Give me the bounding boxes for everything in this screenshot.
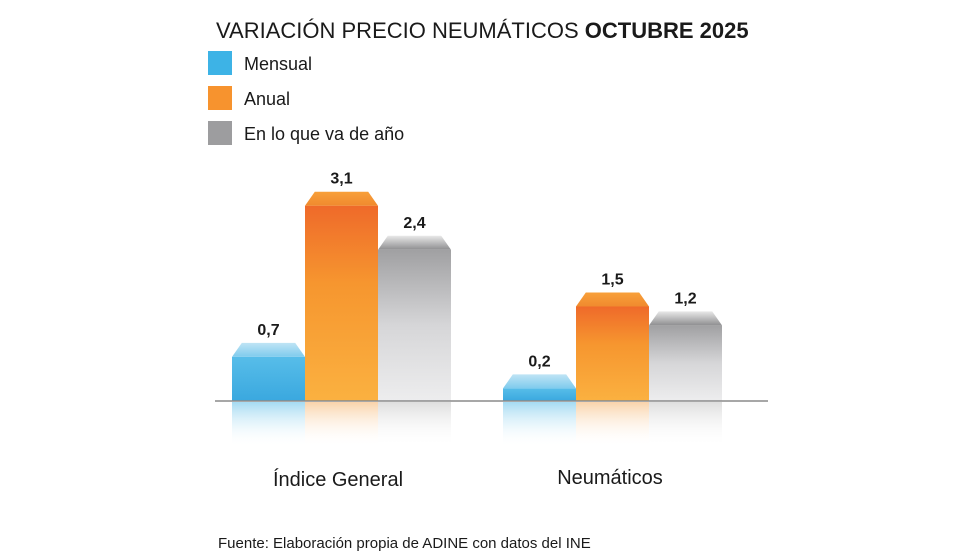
data-label: 3,1 <box>330 171 352 188</box>
bar-reflection <box>576 402 649 447</box>
bar-top <box>503 374 576 389</box>
legend-swatch <box>208 86 232 110</box>
bars: 0,7 3,1 2,4 0,2 1,5 1,2 <box>232 171 722 447</box>
bar-reflection <box>378 402 451 447</box>
bar <box>576 306 649 401</box>
category-label: Índice General <box>273 468 403 491</box>
data-label: 0,2 <box>528 353 550 370</box>
data-label: 0,7 <box>257 322 279 339</box>
legend-swatch <box>208 121 232 145</box>
bar-reflection <box>503 402 576 447</box>
bar <box>232 356 305 401</box>
bar <box>305 205 378 401</box>
bar-top <box>576 292 649 307</box>
bar-top <box>649 311 722 326</box>
bar-reflection <box>232 402 305 447</box>
bar-top <box>305 191 378 206</box>
legend-swatch <box>208 51 232 75</box>
bar-reflection <box>305 402 378 447</box>
data-label: 1,5 <box>601 272 623 289</box>
data-label: 2,4 <box>403 215 425 232</box>
legend: Mensual Anual En lo que va de año <box>208 51 404 145</box>
legend-label: En lo que va de año <box>244 124 404 144</box>
bar <box>649 325 722 401</box>
bar <box>503 388 576 401</box>
data-label: 1,2 <box>674 290 696 307</box>
bar-reflection <box>649 402 722 447</box>
bar-top <box>232 342 305 357</box>
category-label: Neumáticos <box>557 467 663 489</box>
legend-label: Anual <box>244 89 290 109</box>
legend-label: Mensual <box>244 54 312 74</box>
bar-top <box>378 235 451 250</box>
source-note: Fuente: Elaboración propia de ADINE con … <box>218 535 591 552</box>
bar <box>378 249 451 401</box>
chart-title: VARIACIÓN PRECIO NEUMÁTICOS OCTUBRE 2025 <box>216 18 749 43</box>
